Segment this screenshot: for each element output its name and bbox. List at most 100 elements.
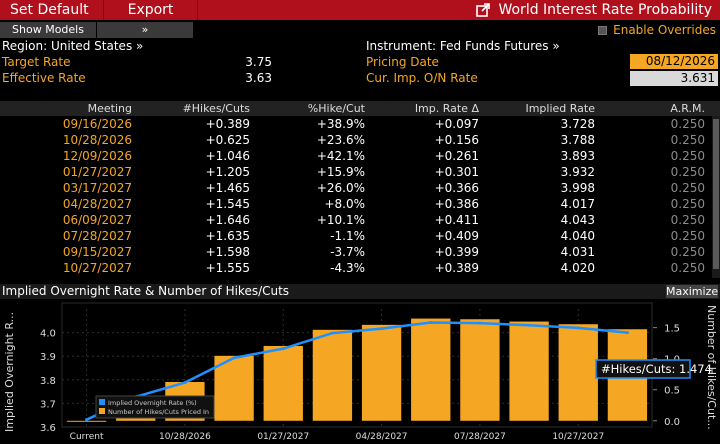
bar-hikes-cuts [312,329,353,421]
cell-arm: 0.250 [670,165,705,179]
cell-meeting-date: 09/16/2026 [62,117,132,131]
region-selector[interactable]: Region: United States » [2,39,144,53]
cell-hikes-cuts: +0.625 [205,133,250,147]
column-header-meeting[interactable]: Meeting [87,102,132,115]
cell-pct-hike-cut: +38.9% [316,117,365,131]
table-scrollbar-thumb[interactable] [713,119,719,269]
toolbar-divider [197,0,199,20]
table-row[interactable]: 01/27/2027 +1.205 +15.9% +0.301 3.932 0.250 [0,164,720,180]
cell-meeting-date: 04/28/2027 [62,197,132,211]
column-header-hikes-cuts[interactable]: #Hikes/Cuts [182,102,250,115]
table-body: 09/16/2026 +0.389 +38.9% +0.097 3.728 0.250 10… [0,116,720,279]
implied-rate-point [625,331,629,335]
pricing-date-input[interactable]: 08/12/2026 [630,54,718,69]
instrument-selector[interactable]: Instrument: Fed Funds Futures » [366,39,560,53]
cell-imp-rate-delta: +0.097 [434,117,479,131]
toolbar: Set Default Export World Interest Rate P… [0,0,720,20]
cell-arm: 0.250 [670,197,705,211]
left-tick-label: 3.8 [40,376,56,387]
column-header-imp-rate-delta[interactable]: Imp. Rate Δ [414,102,479,115]
x-tick-label: 01/27/2027 [257,432,309,442]
implied-rate-point [478,321,482,325]
table-row[interactable]: 07/28/2027 +1.635 -1.1% +0.409 4.040 0.250 [0,228,720,244]
implied-rate-line [86,321,628,421]
table-row[interactable]: 09/15/2027 +1.598 -3.7% +0.399 4.031 0.250 [0,244,720,260]
cell-imp-rate-delta: +0.386 [434,197,479,211]
left-axis-title: Implied Overnight R... [3,312,16,432]
enable-overrides-toggle[interactable]: Enable Overrides [598,23,716,37]
cell-meeting-date: 12/09/2026 [62,149,132,163]
table-row[interactable]: 03/17/2027 +1.465 +26.0% +0.366 3.998 0.250 [0,180,720,196]
effective-rate-value: 3.63 [245,71,272,85]
bar-hikes-cuts [214,355,254,421]
legend-swatch-bars [99,408,105,414]
cur-imp-rate-label: Cur. Imp. O/N Rate [366,71,478,85]
cell-hikes-cuts: +1.046 [205,149,250,163]
cell-imp-rate-delta: +0.411 [434,213,479,227]
implied-rate-point [527,323,531,327]
column-header-arm[interactable]: A.R.M. [670,102,705,115]
implied-rate-point [576,326,580,330]
column-header-implied-rate[interactable]: Implied Rate [525,102,595,115]
cell-meeting-date: 07/28/2027 [62,229,132,243]
cell-meeting-date: 06/09/2027 [62,213,132,227]
enable-overrides-label: Enable Overrides [613,23,716,37]
bar-hikes-cuts [411,318,451,421]
cell-arm: 0.250 [670,149,705,163]
bar-hikes-cuts [361,324,402,421]
cell-implied-rate: 4.020 [560,261,595,275]
table-scrollbar[interactable] [712,116,720,278]
column-header-pct-hike-cut[interactable]: %Hike/Cut [307,102,365,115]
cell-implied-rate: 4.031 [560,245,595,259]
legend-label-line: Implied Overnight Rate (%) [108,399,197,407]
maximize-button[interactable]: Maximize [666,285,719,298]
table-header: Meeting #Hikes/Cuts %Hike/Cut Imp. Rate … [0,101,720,116]
bar-hikes-cuts [509,321,549,421]
table-row[interactable]: 12/08/2027+1.474-8.1%+0.3684.0000.250 [0,276,720,279]
cell-implied-rate: 3.788 [560,133,595,147]
export-button[interactable]: Export [127,2,174,18]
cell-implied-rate: 3.728 [560,117,595,131]
target-rate-label: Target Rate [2,55,71,69]
cell-meeting-date: 03/17/2027 [62,181,132,195]
table-row[interactable]: 09/16/2026 +0.389 +38.9% +0.097 3.728 0.250 [0,116,720,132]
show-models-button[interactable]: Show Models [0,22,96,38]
x-tick-label: 10/28/2026 [159,432,211,442]
cell-meeting-date: 10/27/2027 [62,261,132,275]
table-row[interactable]: 12/09/2026 +1.046 +42.1% +0.261 3.893 0.250 [0,148,720,164]
cell-arm: 0.250 [670,133,705,147]
cell-pct-hike-cut: -4.3% [330,261,365,275]
expand-chevron-button[interactable]: » [97,22,193,38]
enable-overrides-checkbox[interactable] [598,25,608,35]
cell-implied-rate: 4.043 [560,213,595,227]
cell-arm: 0.250 [670,245,705,259]
implied-rate-point [330,331,334,335]
cell-imp-rate-delta: +0.409 [434,229,479,243]
x-tick-label: 04/28/2027 [356,432,408,442]
cell-arm: 0.250 [670,117,705,131]
table-row[interactable]: 04/28/2027 +1.545 +8.0% +0.386 4.017 0.250 [0,196,720,212]
window-title-group: World Interest Rate Probability [476,2,720,18]
cell-hikes-cuts: +1.598 [205,245,250,259]
cell-imp-rate-delta: +0.156 [434,133,479,147]
cell-meeting-date: 12/08/2027 [0,276,132,279]
set-default-button[interactable]: Set Default [10,2,89,18]
left-tick-label: 3.6 [40,423,56,434]
popout-icon[interactable] [476,3,491,17]
cell-implied-rate: 4.040 [560,229,595,243]
table-row[interactable]: 10/28/2026 +0.625 +23.6% +0.156 3.788 0.250 [0,132,720,148]
right-tick-label: 0.0 [664,417,680,428]
right-tick-label: 0.5 [664,386,680,397]
cell-implied-rate: 4.000 [479,276,595,279]
table-row[interactable]: 06/09/2027 +1.646 +10.1% +0.411 4.043 0.250 [0,212,720,228]
cell-implied-rate: 3.998 [560,181,595,195]
cell-imp-rate-delta: +0.389 [434,261,479,275]
rate-hikes-chart: 3.63.73.83.94.00.00.51.01.5Current10/28/… [3,302,718,442]
cell-hikes-cuts: +1.555 [205,261,250,275]
window-title: World Interest Rate Probability [498,2,712,18]
cell-imp-rate-delta: +0.261 [434,149,479,163]
cell-hikes-cuts: +1.646 [205,213,250,227]
x-tick-label: 10/27/2027 [552,432,604,442]
left-tick-label: 3.9 [40,352,56,363]
table-row[interactable]: 10/27/2027 +1.555 -4.3% +0.389 4.020 0.250 [0,260,720,276]
